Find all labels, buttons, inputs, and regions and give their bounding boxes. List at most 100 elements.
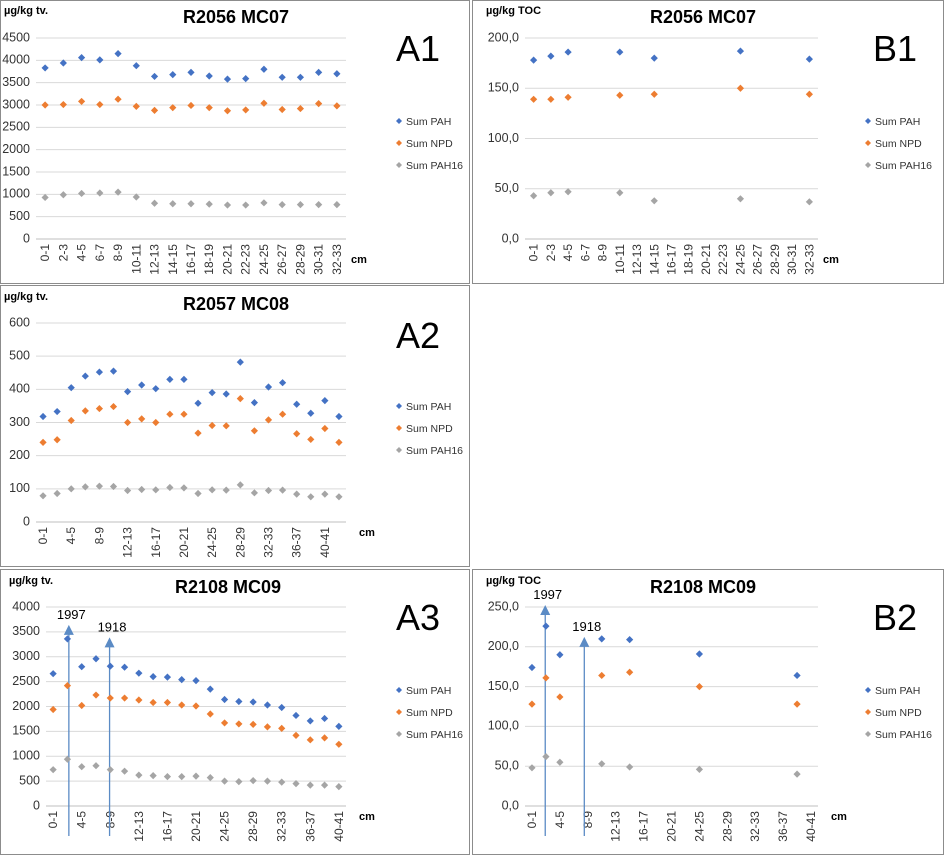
legend-marker [865, 162, 871, 168]
point-sum-pah [278, 379, 287, 387]
y-tick-label: 50,0 [495, 758, 519, 772]
point-sum-pah [67, 384, 75, 392]
point-sum-npd [132, 102, 140, 110]
point-sum-pah [39, 412, 47, 421]
point-sum-pah [264, 383, 273, 391]
point-sum-pah16 [530, 192, 538, 200]
chart-b2: 0,0 50,0 100,0 150,0 200,0 250,0 0-1 4-5 8-9 12-1… [486, 575, 932, 842]
panel-label: A2 [396, 315, 440, 356]
year-marker-label: 1918 [572, 619, 601, 634]
point-sum-npd [123, 418, 132, 427]
point-sum-npd [335, 438, 343, 446]
point-sum-pah [292, 711, 300, 720]
point-sum-pah [223, 75, 232, 83]
x-tick-label: 4-5 [64, 527, 78, 545]
point-sum-npd [206, 710, 214, 718]
x-tick-label: 22-23 [239, 244, 253, 275]
x-tick-label: 0-1 [525, 811, 539, 829]
point-sum-npd [695, 683, 704, 691]
point-sum-npd [315, 100, 323, 108]
x-tick-label: 24-25 [205, 527, 219, 558]
year-marker-label: 1997 [533, 587, 562, 602]
point-sum-npd [333, 102, 341, 110]
x-axis-label: cm [823, 254, 839, 266]
y-tick-label: 2000 [2, 142, 30, 156]
legend-marker [396, 709, 402, 715]
panel-label: A1 [396, 28, 440, 69]
x-tick-label: 32-33 [748, 811, 762, 842]
x-tick-label: 16-17 [160, 811, 174, 842]
point-sum-pah [109, 367, 118, 375]
y-tick-label: 400 [9, 382, 30, 396]
year-marker-label: 1997 [57, 607, 86, 622]
point-sum-npd [264, 416, 273, 424]
y-tick-label: 500 [9, 209, 30, 223]
x-axis-label: cm [359, 527, 375, 539]
point-sum-pah [296, 73, 305, 81]
point-sum-npd [138, 415, 146, 423]
point-sum-npd [187, 101, 195, 110]
x-tick-label: 36-37 [303, 811, 317, 842]
point-sum-pah [96, 56, 104, 64]
y-tick-label: 100,0 [488, 131, 519, 145]
point-sum-npd [626, 668, 634, 676]
series-sum-npd [530, 84, 813, 103]
point-sum-npd [169, 104, 177, 112]
point-sum-npd [205, 104, 213, 112]
point-sum-pah [169, 71, 177, 79]
legend-label: Sum PAH [406, 116, 451, 128]
point-sum-npd [59, 100, 67, 109]
point-sum-npd [306, 736, 314, 744]
point-sum-pah16 [695, 765, 704, 773]
x-tick-label: 12-13 [630, 244, 644, 275]
point-sum-pah16 [278, 201, 286, 209]
point-sum-pah16 [96, 189, 104, 197]
point-sum-pah [192, 677, 200, 685]
point-sum-pah [315, 68, 323, 76]
legend-label: Sum NPD [875, 138, 922, 150]
x-tick-label: 24-25 [257, 244, 271, 275]
y-tick-label: 0,0 [502, 231, 519, 245]
x-tick-label: 8-9 [596, 244, 610, 262]
y-tick-label: 0 [23, 514, 30, 528]
x-tick-label: 26-27 [751, 244, 765, 275]
point-sum-pah16 [41, 193, 49, 202]
point-sum-npd [278, 105, 286, 114]
point-sum-npd [320, 734, 329, 742]
x-tick-label: 12-13 [121, 527, 135, 558]
gridlines [36, 322, 346, 523]
chart-panel-b2: 0,0 50,0 100,0 150,0 200,0 250,0 0-1 4-5 8-9 12-1… [472, 569, 944, 855]
point-sum-pah [163, 673, 172, 681]
point-sum-pah16 [650, 197, 658, 205]
legend-marker [396, 118, 402, 124]
x-tick-label: 6-7 [578, 244, 592, 262]
point-sum-pah [320, 714, 329, 723]
x-tick-label: 28-29 [293, 244, 307, 275]
year-marker-arrowhead [63, 624, 74, 635]
point-sum-npd [150, 106, 159, 114]
y-tick-label: 500 [19, 773, 40, 787]
y-tick-label: 150,0 [488, 81, 519, 95]
x-tick-label: 28-29 [233, 527, 247, 558]
point-sum-npd [260, 99, 268, 107]
point-sum-pah [556, 651, 564, 659]
legend-marker [865, 118, 871, 124]
point-sum-pah [695, 650, 704, 658]
point-sum-pah16 [249, 777, 257, 785]
point-sum-pah16 [39, 492, 47, 500]
y-tick-label: 200,0 [488, 30, 519, 44]
point-sum-pah [81, 372, 89, 380]
point-sum-pah16 [556, 758, 564, 766]
point-sum-npd [135, 696, 143, 704]
point-sum-pah [321, 397, 329, 405]
point-sum-pah16 [598, 760, 606, 768]
point-sum-npd [95, 404, 104, 413]
point-sum-npd [180, 410, 188, 418]
legend-label: Sum NPD [406, 423, 453, 435]
x-tick-label: 4-5 [75, 811, 89, 829]
x-tick-label: 28-29 [768, 244, 782, 275]
point-sum-pah [293, 400, 301, 408]
y-tick-label: 3000 [12, 649, 40, 663]
point-sum-npd [208, 421, 216, 430]
point-sum-npd [96, 100, 104, 109]
